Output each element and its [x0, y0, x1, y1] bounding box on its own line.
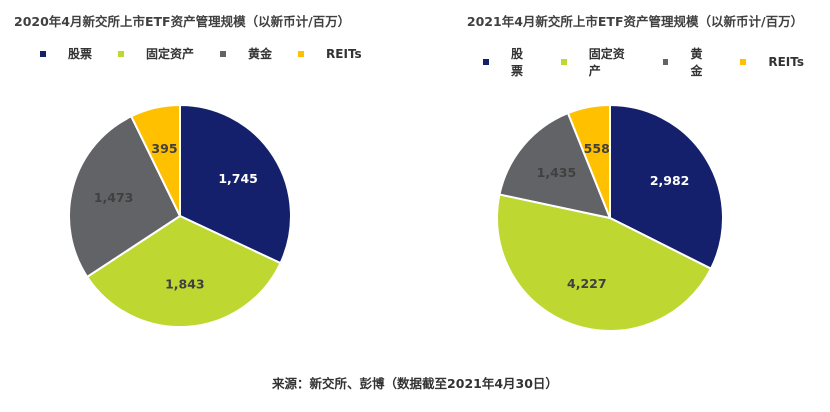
pie-slice-stocks: [179, 103, 292, 265]
pie-slice-reits: [129, 103, 181, 217]
legend-swatch-gold: [220, 50, 227, 57]
legend-swatch-stocks: [40, 50, 46, 57]
legend-swatch-gold: [662, 59, 669, 65]
pie-slice-gold: [68, 114, 182, 279]
chart-title-2020: 2020年4月新交所上市ETF资产管理规模（以新币计/百万）: [14, 14, 351, 29]
legend-label-stocks: 股票: [68, 47, 93, 61]
chart-title-2021: 2021年4月新交所上市ETF资产管理规模（以新币计/百万）: [466, 14, 804, 29]
pie-value-label-gold: 1,473: [94, 190, 134, 205]
legend-swatch-reits: [740, 59, 747, 65]
legend-label-fixed-income: 固定资产: [146, 47, 195, 61]
pie-value-label-stocks: 1,745: [218, 171, 258, 186]
pie-slice-fixed-income: [496, 193, 713, 332]
pie-slice-fixed-income: [85, 214, 282, 328]
legend-label-reits: REITs: [326, 46, 362, 61]
pie-value-label-reits: 395: [151, 141, 177, 156]
pie-chart-2021: 2,982 4,227 1,435 558: [496, 103, 724, 332]
legend-swatch-fixed-income: [118, 50, 125, 57]
source-note: 来源：新交所、彭博（数据截至2021年4月30日）: [272, 376, 558, 391]
legend-label-gold: 黄金: [248, 47, 273, 61]
pie-value-label-reits: 558: [584, 141, 610, 156]
legend-item-gold: 黄金: [220, 45, 272, 62]
chart-2020: 2020年4月新交所上市ETF资产管理规模（以新币计/百万） 股票 固定资产 黄…: [0, 0, 415, 370]
legend-item-fixed-income: 固定资产: [560, 45, 637, 79]
pie-slice-stocks: [609, 103, 724, 271]
legend-item-fixed-income: 固定资产: [118, 45, 194, 62]
pie-chart-2020: 1,745 1,843 1,473 395: [68, 103, 292, 328]
pie-slice-reits: [566, 103, 611, 219]
legend-swatch-reits: [298, 50, 305, 57]
legend-item-stocks: 股票: [40, 45, 92, 62]
legend-item-reits: REITs: [740, 55, 804, 69]
legend-item-stocks: 股票: [483, 45, 535, 79]
legend-2021: 股票 固定资产 黄金 REITs: [483, 45, 830, 79]
pie-value-label-stocks: 2,982: [650, 173, 690, 188]
legend-item-gold: 黄金: [662, 45, 715, 79]
chart-2021: 2021年4月新交所上市ETF资产管理规模（以新币计/百万） 股票 固定资产 黄…: [415, 0, 830, 370]
legend-label-reits: REITs: [768, 55, 804, 69]
legend-2020: 股票 固定资产 黄金 REITs: [40, 45, 388, 62]
pie-slice-gold: [498, 111, 612, 220]
pie-value-label-fixed-income: 1,843: [165, 277, 205, 292]
legend-swatch-stocks: [483, 59, 489, 65]
legend-label-stocks: 股票: [510, 47, 523, 78]
legend-swatch-fixed-income: [560, 59, 567, 65]
pie-value-label-fixed-income: 4,227: [567, 276, 607, 291]
legend-label-gold: 黄金: [690, 47, 703, 78]
legend-item-reits: REITs: [298, 47, 362, 61]
legend-label-fixed-income: 固定资产: [588, 47, 625, 78]
pie-value-label-gold: 1,435: [537, 165, 577, 180]
